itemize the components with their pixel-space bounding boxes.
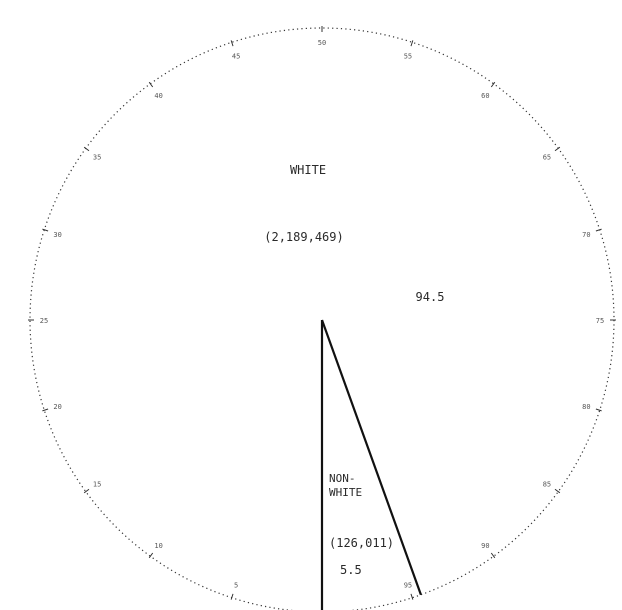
scale-tick-35	[83, 146, 90, 152]
scale-tick-label-15: 15	[93, 480, 101, 488]
scale-tick-label-60: 60	[481, 92, 489, 100]
slice-count-white: (2,189,469)	[264, 230, 343, 244]
scale-tick-45	[230, 40, 234, 47]
scale-tick-label-90: 90	[481, 542, 489, 550]
scale-tick-label-75: 75	[596, 317, 604, 325]
scale-tick-5	[230, 593, 234, 600]
scale-tick-label-5: 5	[234, 581, 238, 589]
scale-tick-60	[490, 81, 496, 88]
scale-tick-label-25: 25	[40, 317, 48, 325]
scale-tick-label-20: 20	[53, 403, 61, 411]
slice-label-white: WHITE	[290, 163, 326, 177]
scale-tick-label-95: 95	[404, 581, 412, 589]
scale-tick-label-65: 65	[543, 154, 551, 162]
slice-dividers	[320, 319, 422, 610]
scale-tick-30	[42, 228, 49, 232]
scale-tick-label-35: 35	[93, 154, 101, 162]
scale-tick-label-85: 85	[543, 480, 551, 488]
scale-tick-10	[148, 552, 154, 559]
scale-tick-95	[410, 593, 414, 600]
slice-percent-nonwhite: 5.5	[340, 563, 362, 577]
scale-tick-label-10: 10	[154, 542, 162, 550]
scale-tick-label-55: 55	[404, 53, 412, 61]
scale-tick-80	[595, 408, 602, 412]
scale-tick-85	[554, 488, 561, 494]
scale-tick-90	[490, 552, 496, 559]
scale-tick-label-70: 70	[582, 231, 590, 239]
scale-tick-15	[83, 488, 90, 494]
scale-tick-label-45: 45	[232, 53, 240, 61]
scale-tick-65	[554, 146, 561, 152]
scale-tick-label-40: 40	[154, 92, 162, 100]
slice-label-nonwhite-line1: NON-	[329, 472, 356, 485]
scale-tick-label-50: 50	[318, 39, 326, 47]
scale-tick-label-80: 80	[582, 403, 590, 411]
scale-ticks: 5 10 15 20 25 30 35 40 45 50 55 60 65 70 75 80 85 90 95	[28, 26, 616, 600]
scale-tick-55	[410, 40, 414, 47]
scale-tick-20	[42, 408, 49, 412]
slice-count-nonwhite: (126,011)	[329, 536, 394, 550]
scale-tick-label-30: 30	[53, 231, 61, 239]
slice-label-nonwhite-line2: WHITE	[329, 486, 362, 499]
slice-divider-2	[320, 319, 422, 596]
scale-tick-40	[148, 81, 154, 88]
slice-percent-white: 94.5	[416, 290, 445, 304]
scale-tick-70	[595, 228, 602, 232]
